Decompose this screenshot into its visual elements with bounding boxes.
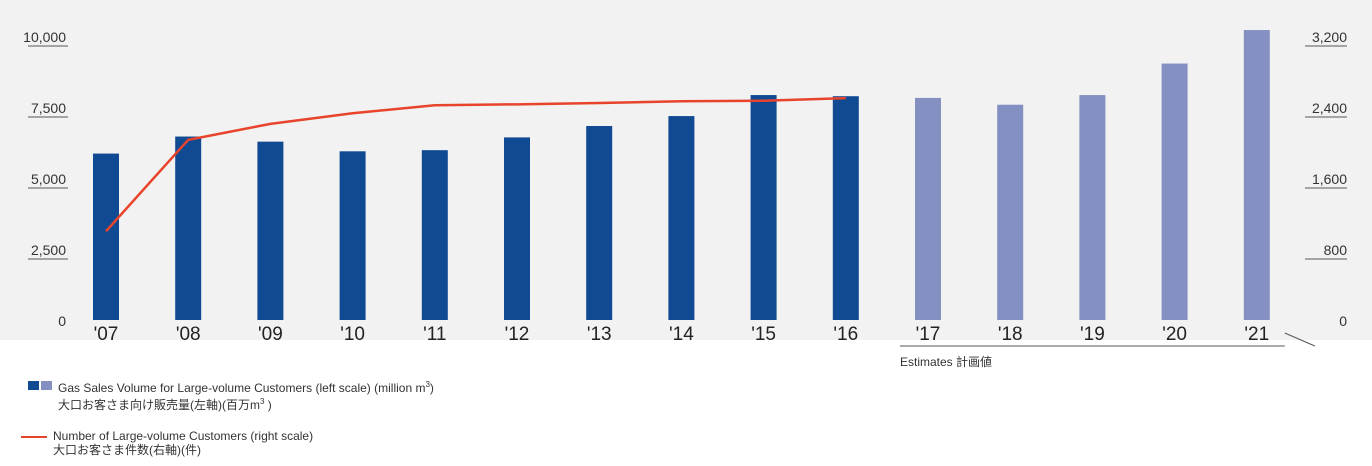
estimates-label: Estimates 計画値 — [900, 354, 992, 369]
left-tick-label: 7,500 — [31, 100, 66, 116]
bar-actual — [421, 150, 448, 320]
left-tick-label: 5,000 — [31, 171, 66, 187]
legend-bar-en: Gas Sales Volume for Large-volume Custom… — [58, 380, 434, 395]
bar-actual — [339, 151, 366, 320]
category-label: '12 — [505, 324, 530, 345]
right-tick-label: 0 — [1339, 313, 1347, 329]
bar-actual — [586, 126, 613, 320]
combo-chart: 10,000 7,500 5,000 2,500 0 3,200 2,400 1,600 800… — [23, 29, 1348, 369]
bar-actual — [175, 136, 202, 320]
right-tick-label: 2,400 — [1312, 100, 1347, 116]
bar-estimate — [1161, 63, 1188, 320]
category-label: '21 — [1244, 324, 1269, 345]
bar-estimate — [915, 97, 941, 320]
category-label: '16 — [833, 324, 858, 345]
legend-estimate-swatch — [41, 381, 52, 390]
bar-actual — [832, 96, 859, 320]
legend-actual-swatch — [28, 381, 39, 390]
bar-estimate — [1243, 30, 1270, 320]
left-tick-label: 2,500 — [31, 242, 66, 258]
bar-estimate — [1079, 95, 1106, 321]
legend-bar: Gas Sales Volume for Large-volume Custom… — [28, 378, 434, 412]
category-label: '09 — [258, 324, 283, 345]
left-tick-label: 0 — [58, 313, 66, 329]
category-label: '07 — [94, 324, 119, 345]
customers-line — [105, 96, 846, 233]
category-label: '08 — [176, 324, 201, 345]
left-tick-label: 10,000 — [23, 29, 66, 45]
bar-actual — [257, 141, 284, 320]
category-label: '11 — [423, 324, 446, 345]
right-tick-label: 1,600 — [1312, 171, 1347, 187]
category-label: '14 — [669, 324, 694, 345]
category-label: '13 — [587, 324, 612, 345]
bar-estimate — [997, 104, 1024, 320]
category-label: '17 — [916, 324, 941, 345]
right-tick-label: 800 — [1324, 242, 1348, 258]
legend-line-en: Number of Large-volume Customers (right … — [53, 429, 314, 443]
category-label: '10 — [340, 324, 365, 345]
legend-line: Number of Large-volume Customers (right … — [21, 429, 313, 457]
category-label: '19 — [1080, 324, 1105, 345]
legend-bar-jp: 大口お客さま向け販売量(左軸)(百万m3 ) — [58, 397, 272, 412]
legend-line-jp: 大口お客さま件数(右軸)(件) — [53, 443, 201, 457]
category-label: '15 — [751, 324, 776, 345]
bar-actual — [93, 153, 119, 320]
category-label: '18 — [998, 324, 1023, 345]
category-label: '20 — [1162, 324, 1187, 345]
bar-actual — [750, 95, 777, 321]
bar-actual — [504, 137, 530, 320]
right-tick-label: 3,200 — [1312, 29, 1347, 45]
bar-actual — [668, 116, 695, 320]
legend-line-swatch — [21, 436, 47, 438]
estimates-bracket-diagonal — [1284, 332, 1315, 347]
